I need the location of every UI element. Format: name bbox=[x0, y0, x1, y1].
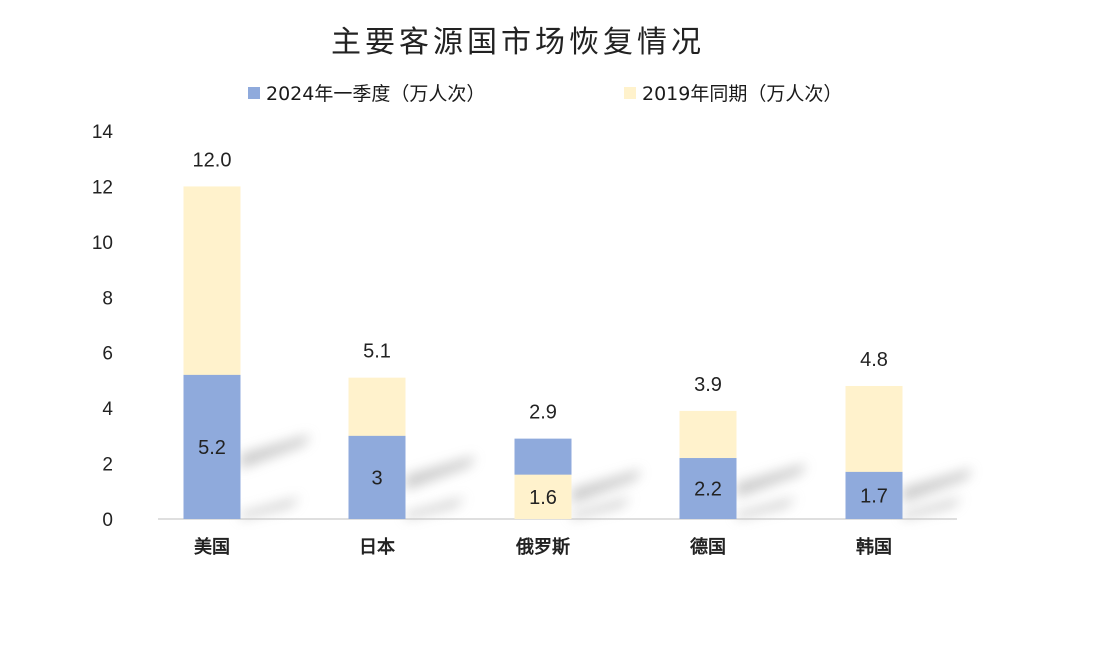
bar-shadow bbox=[240, 434, 311, 469]
bar-shadow bbox=[571, 497, 632, 519]
data-label-series_0: 2.2 bbox=[694, 479, 722, 501]
bar-shadow bbox=[902, 497, 963, 519]
legend: 2024年一季度（万人次） 2019年同期（万人次） bbox=[248, 83, 842, 105]
y-tick-label: 2 bbox=[102, 455, 113, 476]
data-label-series_1: 1.6 bbox=[529, 487, 557, 509]
y-tick-label: 0 bbox=[102, 510, 113, 531]
bar-shadow bbox=[405, 497, 466, 519]
bar-series_0 bbox=[348, 435, 406, 519]
bar-series_1 bbox=[514, 474, 572, 519]
y-tick-label: 4 bbox=[102, 399, 113, 420]
data-label-series_1: 3.9 bbox=[694, 374, 722, 396]
data-label-series_0: 3 bbox=[371, 467, 382, 489]
bar-series_0 bbox=[679, 458, 737, 519]
x-axis-categories: 美国 日本 俄罗斯 德国 韩国 bbox=[194, 536, 892, 558]
x-category-label: 俄罗斯 bbox=[515, 536, 570, 558]
bar-shadow bbox=[902, 468, 973, 503]
y-tick-label: 14 bbox=[92, 122, 114, 143]
x-category-label: 德国 bbox=[690, 536, 726, 558]
x-category-label: 韩国 bbox=[856, 536, 892, 558]
chart-title: 主要客源国市场恢复情况 bbox=[331, 25, 705, 60]
bar-shadows bbox=[240, 434, 973, 519]
data-label-series_1: 4.8 bbox=[860, 349, 888, 371]
bars bbox=[183, 186, 903, 519]
bar-shadow bbox=[240, 497, 301, 519]
legend-label-2019: 2019年同期（万人次） bbox=[642, 83, 842, 105]
y-axis-ticks: 0 2 4 6 8 10 12 14 bbox=[92, 122, 114, 531]
y-tick-label: 8 bbox=[102, 288, 113, 309]
legend-label-2024q1: 2024年一季度（万人次） bbox=[266, 83, 485, 105]
bar-shadow bbox=[405, 455, 476, 490]
legend-swatch-2024q1 bbox=[248, 87, 260, 99]
data-label-series_1: 5.1 bbox=[363, 341, 391, 363]
y-tick-label: 10 bbox=[92, 233, 113, 254]
data-labels: 12.0 5.2 5.1 3 2.9 1.6 3.9 2.2 4.8 1.7 bbox=[193, 149, 888, 508]
data-label-series_0: 2.9 bbox=[529, 402, 557, 424]
x-category-label: 日本 bbox=[359, 536, 395, 558]
y-tick-label: 6 bbox=[102, 344, 113, 365]
bar-shadow bbox=[736, 497, 797, 519]
data-label-series_1: 12.0 bbox=[193, 149, 232, 171]
bar-shadow bbox=[736, 463, 807, 498]
data-label-series_0: 5.2 bbox=[198, 437, 226, 459]
bar-shadow bbox=[571, 469, 642, 504]
bar-series_0 bbox=[183, 374, 241, 519]
x-category-label: 美国 bbox=[194, 536, 230, 558]
data-label-series_0: 1.7 bbox=[860, 485, 888, 507]
y-tick-label: 12 bbox=[92, 177, 113, 198]
bar-series_0 bbox=[845, 471, 903, 519]
legend-swatch-2019 bbox=[624, 87, 636, 99]
